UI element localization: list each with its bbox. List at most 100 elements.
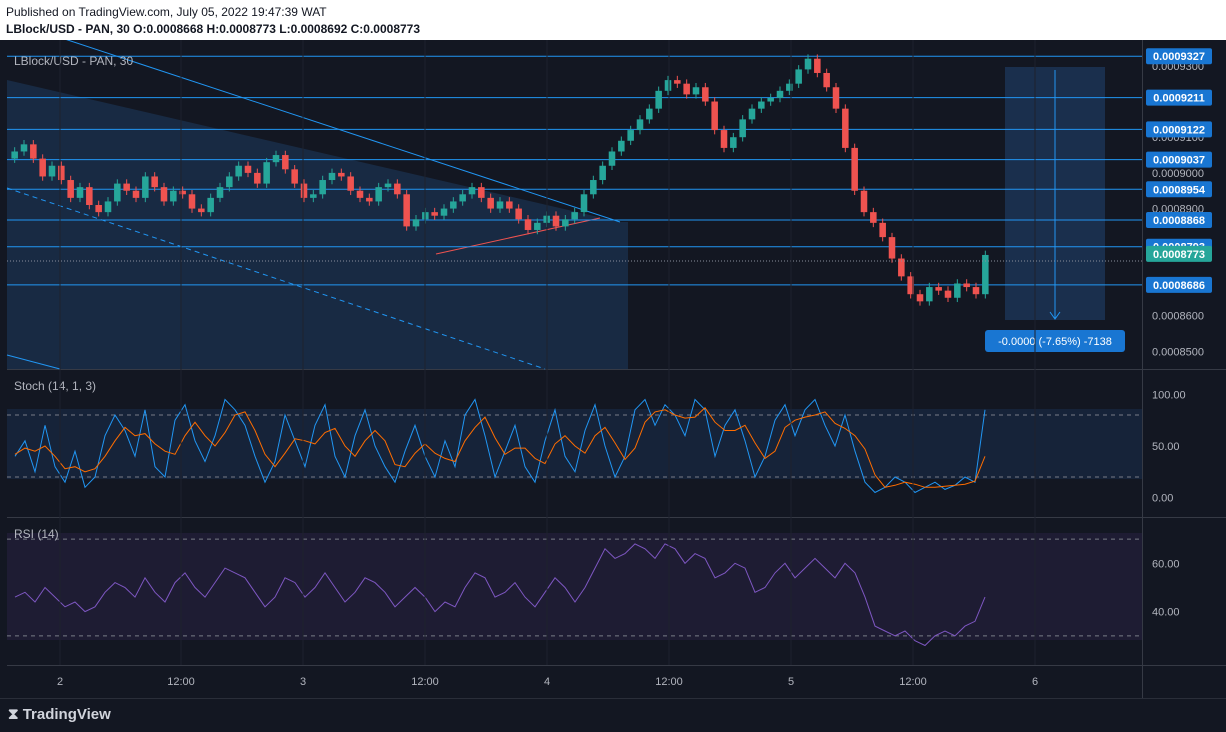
candle-body xyxy=(683,83,690,95)
rsi-tick-1: 40.00 xyxy=(1152,607,1180,619)
channel-upper-line xyxy=(66,40,621,223)
candle-body xyxy=(291,169,298,184)
candle-body xyxy=(748,108,756,120)
candle-body xyxy=(403,194,410,227)
candle-body xyxy=(879,222,886,238)
x-tick-7: 12:00 xyxy=(899,676,927,688)
tradingview-logo[interactable]: ⧗ TradingView xyxy=(8,706,111,723)
candle-body xyxy=(795,69,802,84)
candle-body xyxy=(170,190,177,202)
channel-mid-dashed-line xyxy=(6,187,546,370)
measure-arrow-head xyxy=(1049,311,1061,320)
candle-body xyxy=(67,180,74,198)
candle-body xyxy=(916,294,924,302)
candle-body xyxy=(506,201,513,209)
price-pane-title: LBlock/USD - PAN, 30 xyxy=(14,54,133,68)
candle-body xyxy=(898,258,905,277)
candle-body xyxy=(478,187,485,198)
candle-body xyxy=(515,208,522,220)
candle-body xyxy=(310,194,317,198)
price-tick-5: 0.0008500 xyxy=(1152,346,1204,358)
candle-body xyxy=(720,130,728,148)
candle-body xyxy=(982,254,989,295)
x-tick-6: 5 xyxy=(788,676,794,688)
level-tag-text-5: 0.0008868 xyxy=(1153,215,1205,227)
current-price-tag xyxy=(1146,245,1212,262)
candle-body xyxy=(944,290,952,298)
candle-body xyxy=(272,155,280,163)
candle-body xyxy=(832,87,840,109)
level-tag-3 xyxy=(1146,151,1212,168)
stoch-pane-title: Stoch (14, 1, 3) xyxy=(14,379,96,393)
candle-body xyxy=(440,208,448,216)
candle-body xyxy=(552,215,560,227)
candle-body xyxy=(104,201,112,213)
candle-body xyxy=(207,197,214,213)
level-tag-text-7: 0.0008686 xyxy=(1153,280,1205,292)
candle-body xyxy=(496,201,504,209)
candle-body xyxy=(20,144,28,152)
measure-label: -0.0000 (-7.65%) -7138 xyxy=(998,336,1112,348)
stoch-tick-2: 0.00 xyxy=(1152,493,1173,505)
candle-body xyxy=(851,147,858,191)
level-tag-7 xyxy=(1146,276,1212,293)
candle-body xyxy=(431,212,438,216)
logo-icon: ⧗ xyxy=(8,706,23,723)
x-tick-4: 4 xyxy=(544,676,550,688)
candle-body xyxy=(142,176,149,198)
x-tick-1: 12:00 xyxy=(167,676,195,688)
candle-body xyxy=(571,212,578,220)
price-tick-2: 0.0009000 xyxy=(1152,168,1204,180)
x-tick-5: 12:00 xyxy=(655,676,683,688)
candle-body xyxy=(235,165,242,177)
candle-body xyxy=(244,165,252,173)
candle-body xyxy=(179,190,186,195)
logo-text: TradingView xyxy=(22,706,111,723)
candle-body xyxy=(58,165,65,181)
candle-body xyxy=(786,83,793,91)
candle-body xyxy=(842,108,849,148)
candle-body xyxy=(608,151,616,166)
candle-body xyxy=(954,283,961,298)
candle-body xyxy=(758,101,765,109)
stoch-k-line xyxy=(14,398,986,494)
price-tick-4: 0.0008600 xyxy=(1152,311,1204,323)
candle-body xyxy=(674,80,681,84)
candle-body xyxy=(412,219,420,227)
candle-body xyxy=(151,176,158,188)
measure-label-bg xyxy=(985,330,1125,352)
level-tag-4 xyxy=(1146,181,1212,198)
candle-body xyxy=(30,144,37,159)
publish-info: Published on TradingView.com, July 05, 2… xyxy=(6,5,327,19)
candle-body xyxy=(972,287,980,295)
stoch-band-fill xyxy=(7,409,1142,479)
candle-body xyxy=(11,151,18,159)
current-price-text: 0.0008773 xyxy=(1153,249,1205,261)
candle-body xyxy=(534,222,541,230)
x-tick-8: 6 xyxy=(1032,676,1038,688)
stoch-tick-1: 50.00 xyxy=(1152,441,1180,453)
stoch-tick-0: 100.00 xyxy=(1152,389,1186,401)
rsi-pane-title: RSI (14) xyxy=(14,527,59,541)
candle-body xyxy=(655,90,662,109)
level-tag-text-4: 0.0008954 xyxy=(1153,184,1206,196)
candle-body xyxy=(375,187,382,202)
candle-body xyxy=(935,287,942,291)
candle-body xyxy=(366,197,373,202)
candle-body xyxy=(870,212,877,223)
candle-body xyxy=(702,87,709,102)
candle-body xyxy=(48,165,56,177)
candle-body xyxy=(627,130,634,141)
candle-body xyxy=(814,58,821,73)
stoch-d-line xyxy=(14,407,986,488)
candle-body xyxy=(926,287,933,302)
chart-canvas[interactable]: 0.00093000.00091000.00090000.00089000.00… xyxy=(0,40,1226,698)
candle-body xyxy=(804,58,812,70)
candle-body xyxy=(300,183,308,198)
candle-body xyxy=(823,72,830,88)
level-tag-0 xyxy=(1146,48,1212,65)
candle-body xyxy=(123,183,130,191)
level-tag-text-3: 0.0009037 xyxy=(1153,155,1205,167)
candle-body xyxy=(132,190,140,198)
support-trendline xyxy=(435,217,601,255)
